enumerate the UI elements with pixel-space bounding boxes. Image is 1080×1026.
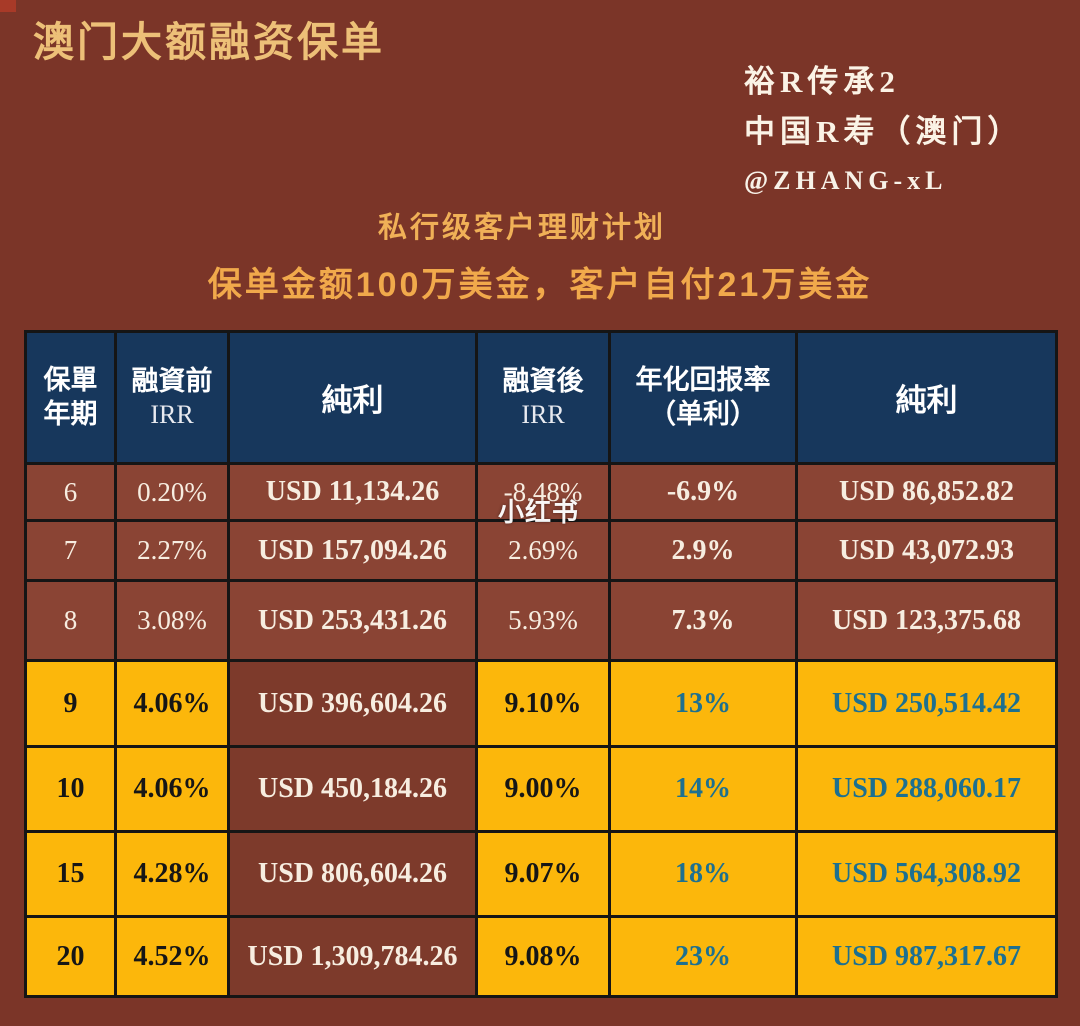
cell-annual-return: 13% [608, 659, 798, 748]
header-post-financing-irr: 融資後 IRR [475, 330, 611, 465]
header-net-profit-1: 純利 [227, 330, 478, 465]
cell-year: 9 [24, 659, 117, 748]
cell-post-irr: 9.10% [475, 659, 611, 748]
corner-red-mark [0, 0, 16, 12]
brand-block: 裕R传承2 中国R寿（澳门） @ZHANG-xL [744, 66, 1023, 196]
cell-pre-irr: 3.08% [114, 579, 230, 662]
cell-pre-irr: 4.06% [114, 745, 230, 833]
cell-pre-irr: 4.06% [114, 659, 230, 748]
cell-net-profit-2: USD 250,514.42 [795, 659, 1058, 748]
cell-post-irr: 9.07% [475, 830, 611, 918]
table-row-year-9: 9 4.06% USD 396,604.26 9.10% 13% USD 250… [24, 659, 1058, 748]
cell-net-profit-2: USD 43,072.93 [795, 519, 1058, 582]
cell-post-irr: 2.69% [475, 519, 611, 582]
brand-author-handle: @ZHANG-xL [744, 166, 948, 195]
brand-product-name: 裕R传承2 [744, 64, 900, 99]
header-policy-year: 保單 年期 [24, 330, 117, 465]
cell-year: 15 [24, 830, 117, 918]
cell-net-profit-2: USD 288,060.17 [795, 745, 1058, 833]
cell-net-profit-1: USD 253,431.26 [227, 579, 478, 662]
cell-post-irr: 9.08% [475, 915, 611, 998]
header-net-profit-2: 純利 [795, 330, 1058, 465]
cell-pre-irr: 4.28% [114, 830, 230, 918]
cell-net-profit-1: USD 806,604.26 [227, 830, 478, 918]
page-title: 澳门大额融资保单 [33, 19, 385, 65]
table-row-year-6: 6 0.20% USD 11,134.26 -8.48% -6.9% USD 8… [24, 462, 1058, 522]
cell-post-irr: -8.48% [475, 462, 611, 522]
cell-annual-return: 7.3% [608, 579, 798, 662]
cell-post-irr: 9.00% [475, 745, 611, 833]
table-row-year-15: 15 4.28% USD 806,604.26 9.07% 18% USD 56… [24, 830, 1058, 918]
cell-year: 10 [24, 745, 117, 833]
cell-net-profit-1: USD 1,309,784.26 [227, 915, 478, 998]
cell-annual-return: 18% [608, 830, 798, 918]
cell-post-irr: 5.93% [475, 579, 611, 662]
cell-annual-return: 23% [608, 915, 798, 998]
amount-subtitle: 保单金额100万美金，客户自付21万美金 [207, 266, 873, 304]
brand-company-name: 中国R寿（澳门） [744, 114, 1024, 149]
cell-annual-return: 14% [608, 745, 798, 833]
cell-net-profit-2: USD 564,308.92 [795, 830, 1058, 918]
cell-pre-irr: 0.20% [114, 462, 230, 522]
xiaohongshu-watermark: 小红书 [498, 497, 580, 527]
table-row-year-8: 8 3.08% USD 253,431.26 5.93% 7.3% USD 12… [24, 579, 1058, 662]
table-header-row: 保單 年期 融資前 IRR 純利 融資後 IRR 年化回报率 （单利） 純利 [24, 330, 1058, 465]
cell-year: 20 [24, 915, 117, 998]
cell-net-profit-2: USD 987,317.67 [795, 915, 1058, 998]
cell-year: 8 [24, 579, 117, 662]
cell-annual-return: -6.9% [608, 462, 798, 522]
cell-pre-irr: 2.27% [114, 519, 230, 582]
plan-subtitle: 私行级客户理财计划 [377, 212, 666, 244]
cell-net-profit-1: USD 157,094.26 [227, 519, 478, 582]
table-row-year-10: 10 4.06% USD 450,184.26 9.00% 14% USD 28… [24, 745, 1058, 833]
cell-year: 6 [24, 462, 117, 522]
header-annualized-return: 年化回报率 （单利） [608, 330, 798, 465]
cell-annual-return: 2.9% [608, 519, 798, 582]
cell-net-profit-1: USD 11,134.26 [227, 462, 478, 522]
cell-net-profit-2: USD 86,852.82 [795, 462, 1058, 522]
cell-year: 7 [24, 519, 117, 582]
policy-returns-table: 保單 年期 融資前 IRR 純利 融資後 IRR 年化回报率 （单利） 純利 [24, 330, 1058, 998]
cell-net-profit-1: USD 450,184.26 [227, 745, 478, 833]
table-row-year-7: 7 2.27% USD 157,094.26 2.69% 2.9% USD 43… [24, 519, 1058, 582]
table-row-year-20: 20 4.52% USD 1,309,784.26 9.08% 23% USD … [24, 915, 1058, 998]
cell-pre-irr: 4.52% [114, 915, 230, 998]
cell-net-profit-2: USD 123,375.68 [795, 579, 1058, 662]
cell-net-profit-1: USD 396,604.26 [227, 659, 478, 748]
header-pre-financing-irr: 融資前 IRR [114, 330, 230, 465]
